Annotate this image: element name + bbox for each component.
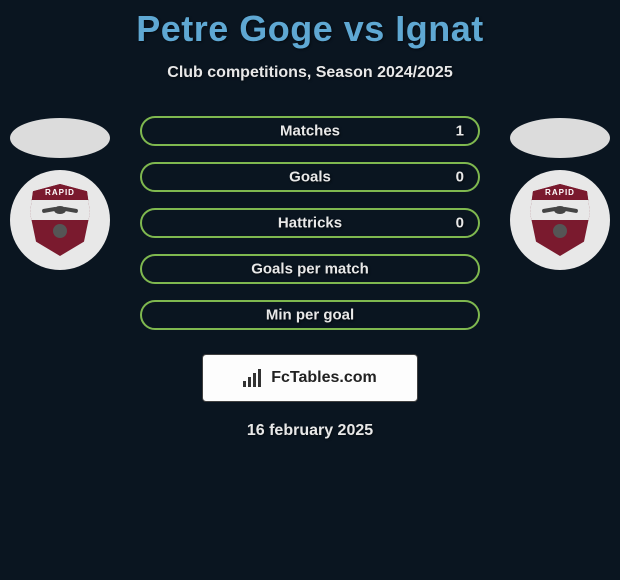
player-avatar-right — [510, 118, 610, 158]
page-title: Petre Goge vs Ignat — [0, 0, 620, 50]
stat-label: Matches — [280, 123, 340, 140]
date-text: 16 february 2025 — [0, 422, 620, 440]
stat-row-min-per-goal: Min per goal — [140, 300, 480, 330]
subtitle: Club competitions, Season 2024/2025 — [0, 64, 620, 82]
ball-icon — [553, 224, 567, 238]
bird-icon — [54, 206, 66, 214]
shield-text: RAPID — [45, 188, 75, 197]
stat-value-right: 0 — [456, 169, 464, 186]
stat-row-goals: Goals 0 — [140, 162, 480, 192]
stat-label: Hattricks — [278, 215, 342, 232]
stat-value-right: 1 — [456, 123, 464, 140]
shield-text: RAPID — [545, 188, 575, 197]
stat-label: Goals per match — [251, 261, 369, 278]
shield-icon: RAPID — [530, 184, 590, 256]
club-badge-left: RAPID — [10, 170, 110, 270]
stat-label: Goals — [289, 169, 331, 186]
stat-row-goals-per-match: Goals per match — [140, 254, 480, 284]
shield-icon: RAPID — [30, 184, 90, 256]
stat-row-hattricks: Hattricks 0 — [140, 208, 480, 238]
player-avatar-left — [10, 118, 110, 158]
stat-label: Min per goal — [266, 307, 354, 324]
stat-row-matches: Matches 1 — [140, 116, 480, 146]
ball-icon — [53, 224, 67, 238]
bird-icon — [554, 206, 566, 214]
brand-box[interactable]: FcTables.com — [202, 354, 418, 402]
brand-text: FcTables.com — [271, 369, 377, 387]
bar-chart-icon — [243, 369, 265, 387]
stat-value-right: 0 — [456, 215, 464, 232]
club-badge-right: RAPID — [510, 170, 610, 270]
